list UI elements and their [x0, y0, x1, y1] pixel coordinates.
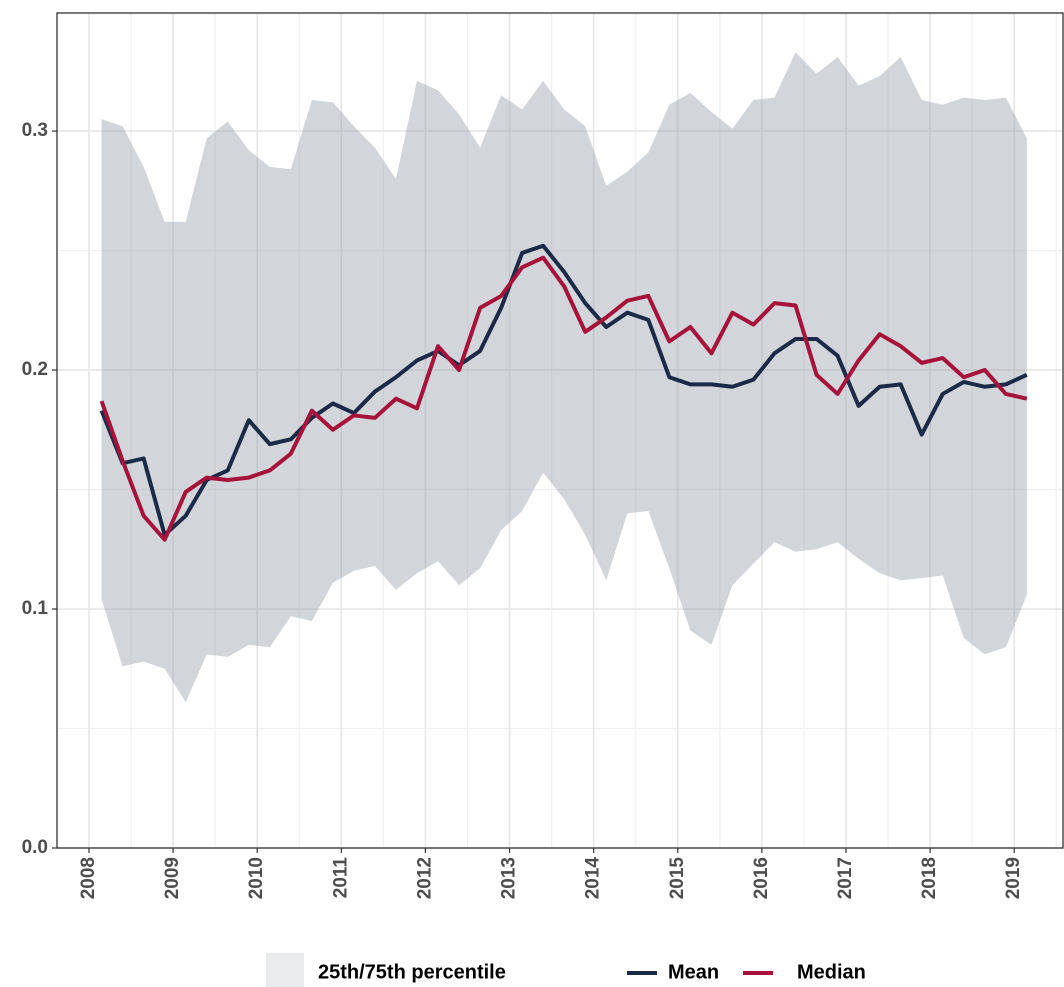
x-tick-label: 2009 — [162, 857, 183, 899]
percentile-band — [101, 52, 1027, 703]
series-line — [99, 243, 1028, 537]
x-tick-label: 2017 — [835, 857, 856, 899]
x-tick-label: 2014 — [583, 857, 604, 900]
x-tick-label: 2012 — [414, 857, 435, 899]
legend: 25th/75th percentile Mean Median — [266, 953, 866, 987]
panel — [57, 13, 1063, 848]
x-tick-label: 2013 — [499, 857, 520, 899]
legend-key-band — [266, 953, 304, 987]
series-line — [99, 255, 1028, 542]
legend-label: Median — [797, 961, 866, 983]
y-tick-label: 0.3 — [22, 120, 48, 141]
x-tick-label: 2019 — [1003, 857, 1024, 899]
x-tick-label: 2015 — [667, 857, 688, 900]
x-tick-label: 2018 — [919, 857, 940, 899]
y-tick-label: 0.2 — [22, 359, 48, 380]
panel-border — [56, 12, 1064, 849]
y-tick-label: 0.0 — [22, 837, 48, 858]
x-tick-label: 2011 — [330, 857, 351, 899]
legend-label: 25th/75th percentile — [318, 961, 506, 983]
x-tick-label: 2016 — [751, 857, 772, 899]
x-tick-label: 2010 — [246, 857, 267, 899]
y-tick-label: 0.1 — [22, 598, 49, 619]
legend-label: Mean — [668, 961, 719, 983]
x-tick-label: 2008 — [78, 857, 99, 899]
